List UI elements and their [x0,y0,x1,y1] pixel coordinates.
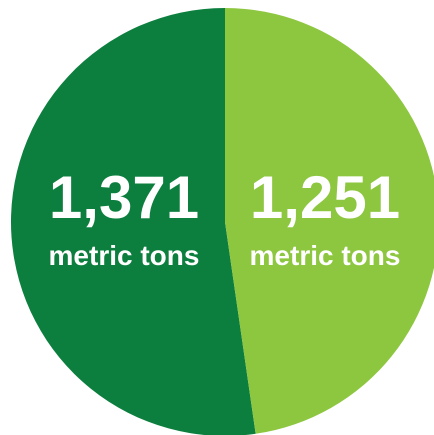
pie-slice-1 [11,8,256,435]
pie-labels: 1,371 metric tons 1,251 metric tons [49,164,401,271]
slice-value-label-2: 1,251 [250,164,400,231]
pie-slice-2 [225,8,434,434]
slice-unit-label-2: metric tons [250,240,401,271]
slice-unit-label-1: metric tons [49,240,200,271]
pie-slices [11,8,434,435]
slice-value-label-1: 1,371 [49,164,199,231]
